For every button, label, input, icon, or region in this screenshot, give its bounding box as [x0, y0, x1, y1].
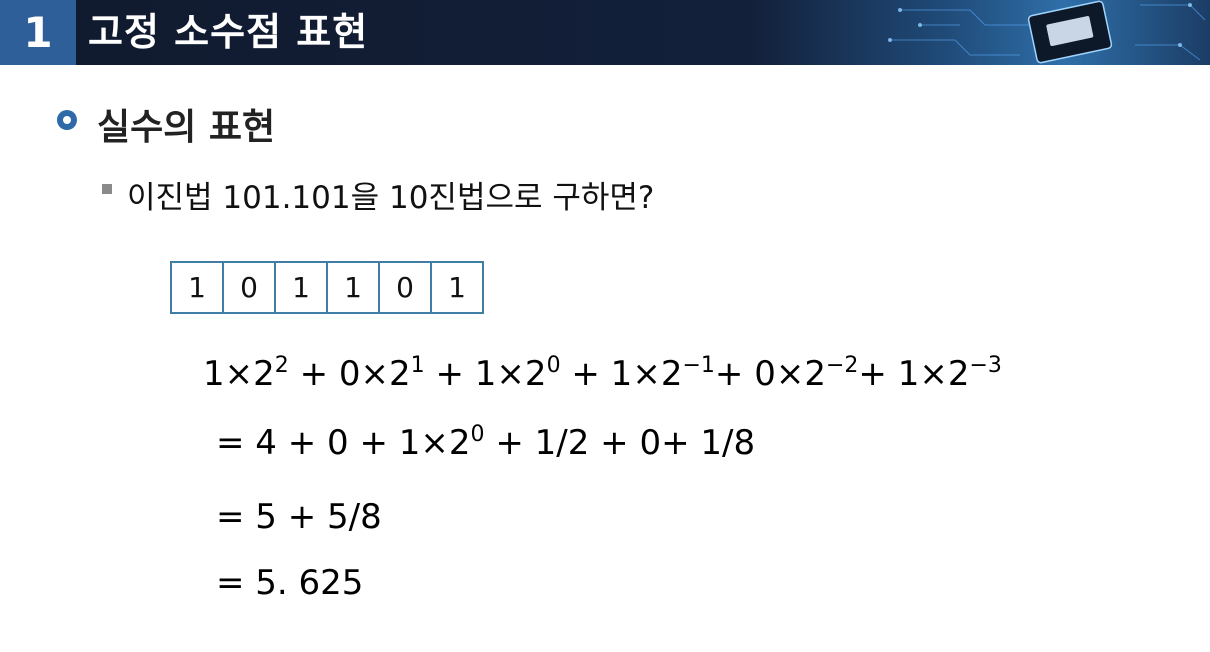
bit-cell: 1	[170, 261, 224, 314]
binary-digit-table: 1 0 1 1 0 1	[170, 261, 484, 314]
section-heading: 실수의 표현	[97, 107, 276, 148]
bit-cell: 1	[274, 261, 328, 314]
step-3-equation: = 5 + 5/8	[216, 497, 382, 537]
square-bullet-icon	[102, 184, 112, 194]
bit-cell: 0	[222, 261, 276, 314]
title-bar: 1 고정 소수점 표현	[0, 0, 1210, 65]
page-title: 고정 소수점 표현	[88, 10, 369, 54]
bit-cell: 1	[326, 261, 380, 314]
circle-bullet-icon	[57, 110, 77, 130]
question-text: 이진법 101.101을 10진법으로 구하면?	[127, 180, 655, 216]
bit-cell: 1	[430, 261, 484, 314]
circuit-chip-icon	[888, 0, 1206, 64]
step-2-equation: = 4 + 0 + 1×20 + 1/2 + 0+ 1/8	[216, 422, 756, 463]
expansion-formula: 1×22 + 0×21 + 1×20 + 1×2−1+ 0×2−2+ 1×2−3	[203, 353, 1002, 394]
result-equation: = 5. 625	[216, 563, 364, 603]
bit-cell: 0	[378, 261, 432, 314]
section-number: 1	[0, 0, 76, 65]
